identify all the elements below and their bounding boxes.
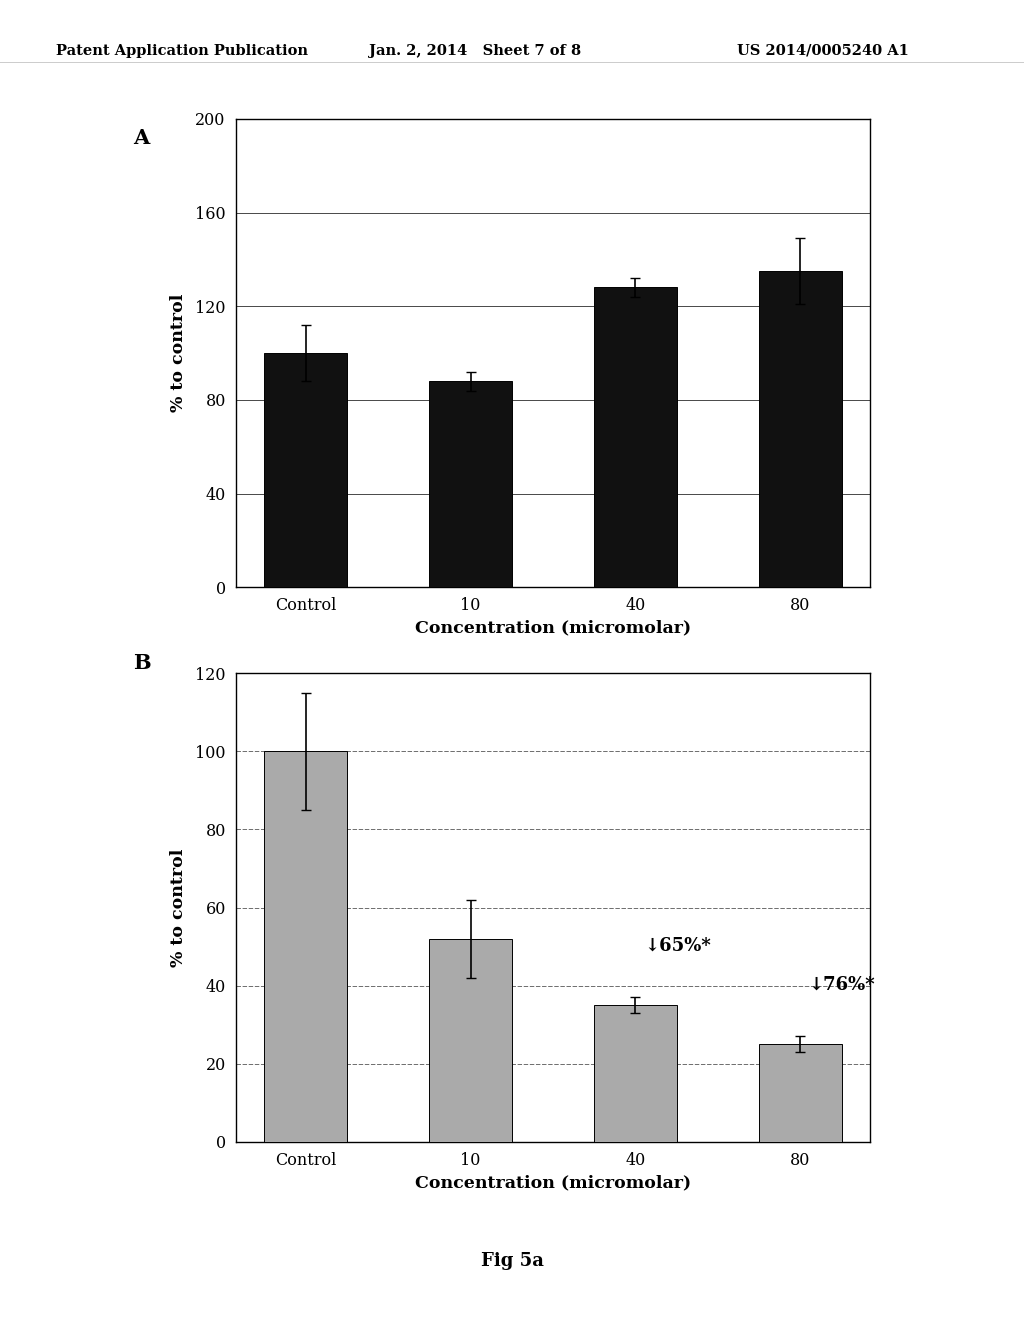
X-axis label: Concentration (micromolar): Concentration (micromolar) [415,619,691,636]
Bar [594,1005,677,1142]
Y-axis label: % to control: % to control [170,294,186,412]
Bar [429,381,512,587]
Text: Fig 5a: Fig 5a [480,1251,544,1270]
X-axis label: Concentration (micromolar): Concentration (micromolar) [415,1173,691,1191]
Text: B: B [133,653,151,673]
Y-axis label: % to control: % to control [170,849,187,966]
Bar [759,271,842,587]
Bar [264,352,347,587]
Bar [594,288,677,587]
Text: Jan. 2, 2014   Sheet 7 of 8: Jan. 2, 2014 Sheet 7 of 8 [369,44,581,58]
Text: ↓65%*: ↓65%* [644,936,711,954]
Text: A: A [133,128,150,148]
Text: Patent Application Publication: Patent Application Publication [56,44,308,58]
Bar [264,751,347,1142]
Text: US 2014/0005240 A1: US 2014/0005240 A1 [737,44,909,58]
Bar [429,939,512,1142]
Text: ↓76%*: ↓76%* [809,975,876,994]
Bar [759,1044,842,1142]
